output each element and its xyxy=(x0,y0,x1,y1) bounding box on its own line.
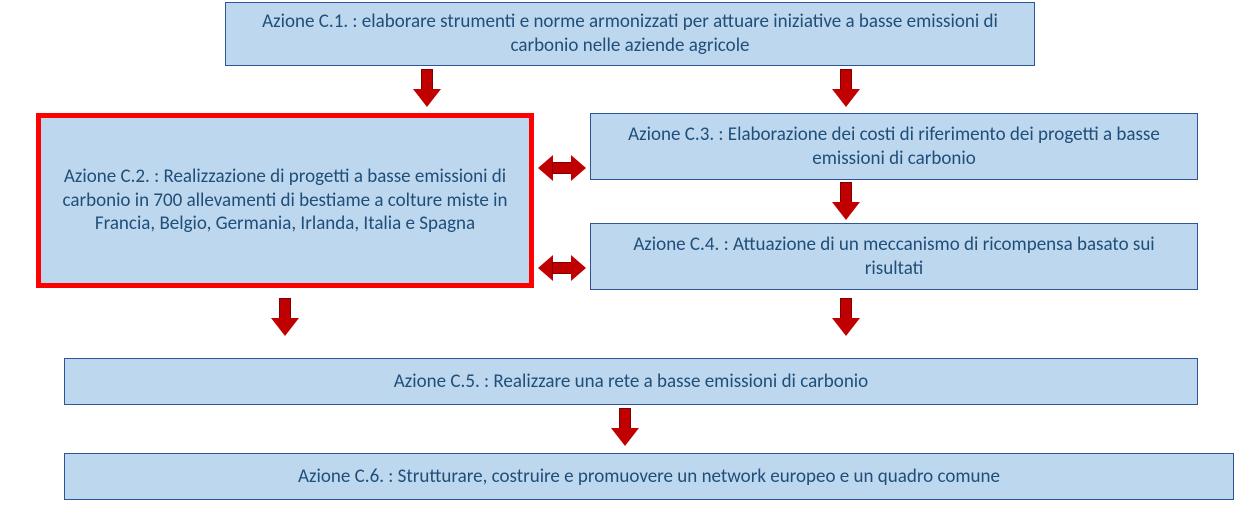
arrow-down-icon xyxy=(611,408,639,448)
node-c6: Azione C.6. : Strutturare, costruire e p… xyxy=(64,453,1234,500)
node-c1: Azione C.1. : elaborare strumenti e norm… xyxy=(225,2,1035,66)
arrow-down-icon xyxy=(832,69,860,109)
node-c5-label: Azione C.5. : Realizzare una rete a bass… xyxy=(394,370,868,394)
node-c2: Azione C.2. : Realizzazione di progetti … xyxy=(36,113,534,288)
arrow-bidirectional-icon xyxy=(538,255,586,281)
node-c2-label: Azione C.2. : Realizzazione di progetti … xyxy=(55,165,515,236)
node-c3-label: Azione C.3. : Elaborazione dei costi di … xyxy=(605,123,1183,171)
arrow-down-icon xyxy=(832,182,860,222)
arrow-bidirectional-icon xyxy=(538,155,586,181)
node-c4: Azione C.4. : Attuazione di un meccanism… xyxy=(590,223,1198,290)
node-c1-label: Azione C.1. : elaborare strumenti e norm… xyxy=(240,10,1020,58)
arrow-down-icon xyxy=(413,69,441,109)
node-c5: Azione C.5. : Realizzare una rete a bass… xyxy=(64,358,1198,405)
node-c3: Azione C.3. : Elaborazione dei costi di … xyxy=(590,113,1198,180)
arrow-down-icon xyxy=(271,298,299,338)
node-c4-label: Azione C.4. : Attuazione di un meccanism… xyxy=(605,233,1183,281)
node-c6-label: Azione C.6. : Strutturare, costruire e p… xyxy=(298,465,1000,489)
arrow-down-icon xyxy=(832,298,860,338)
